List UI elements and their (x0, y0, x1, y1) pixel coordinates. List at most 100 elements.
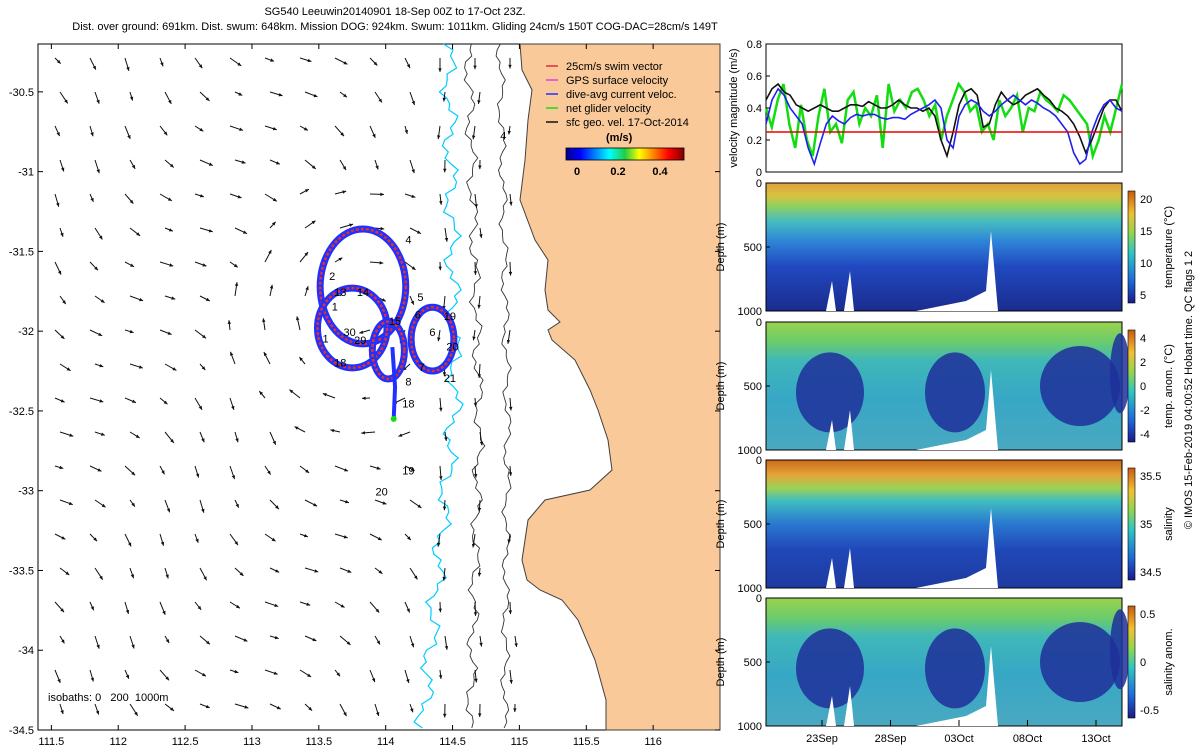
velocity-arrow (359, 329, 371, 334)
velocity-arrow (234, 431, 239, 443)
colorbar-tick-label: 4 (1140, 333, 1146, 345)
velocity-panel: 0 0.2 0.4 0.6 0.8 velocity magnitude (m/s) (728, 39, 1124, 179)
velocity-arrow (124, 465, 136, 476)
velocity-arrow (264, 125, 277, 131)
velocity-arrow (234, 159, 246, 164)
velocity-arrow (199, 363, 206, 371)
day-label: 7 (419, 362, 425, 374)
velocity-arrow (234, 703, 249, 709)
velocity-arrow (264, 465, 272, 475)
velocity-arrow (164, 499, 171, 513)
day-label: 14 (357, 287, 369, 299)
velocity-arrow (404, 125, 408, 135)
velocity-arrow (513, 703, 517, 713)
velocity-arrow (59, 635, 65, 644)
velocity-arrow (339, 223, 354, 229)
velocity-arrow (369, 192, 384, 197)
velocity-arrow (89, 669, 94, 682)
data-gap (826, 231, 998, 311)
velocity-arrow (258, 390, 266, 399)
velocity-arrow (194, 669, 207, 677)
velocity-y-tick-label: 0.8 (747, 39, 762, 51)
legend-entry: dive-avg current veloc. (546, 89, 677, 101)
day-label: 20 (376, 486, 388, 498)
velocity-y-tick-label: 0 (756, 167, 762, 179)
section-x-tick-label: 03Oct (944, 733, 973, 745)
velocity-arrow (54, 601, 65, 613)
day-label: 18 (334, 357, 346, 369)
section-colorbar (1127, 329, 1136, 443)
velocity-arrow (89, 193, 94, 202)
velocity-arrow (229, 261, 239, 268)
velocity-arrow (404, 465, 415, 471)
section-field (765, 459, 1123, 589)
velocity-arrow (129, 567, 135, 579)
velocity-arrow (443, 159, 447, 173)
velocity-arrow (409, 91, 415, 106)
anomaly-core (1110, 609, 1130, 690)
velocity-arrow (54, 329, 65, 340)
velocity-arrow (229, 669, 239, 674)
velocity-arrow (299, 465, 310, 474)
section-ylabel: Depth (m) (715, 223, 727, 272)
velocity-arrow (334, 57, 348, 65)
section-y-tick-label: 500 (744, 519, 762, 531)
velocity-arrow (299, 251, 309, 263)
velocity-arrow (124, 601, 130, 614)
velocity-arrow (269, 221, 277, 229)
day-label: 8 (405, 376, 411, 388)
colorbar-tick-label: 34.5 (1140, 567, 1161, 579)
velocity-arrow (94, 91, 100, 104)
section-colorbar (1127, 190, 1136, 304)
velocity-arrow (159, 57, 164, 67)
velocity-arrow (404, 601, 411, 613)
anomaly-core (796, 352, 864, 433)
velocity-arrow (439, 397, 443, 412)
velocity-arrow (54, 57, 62, 65)
day-label: 4 (405, 234, 411, 246)
velocity-y-tick-label: 0.4 (747, 103, 762, 115)
track-swim-loop (409, 305, 456, 373)
velocity-arrow (229, 397, 235, 411)
velocity-arrow (54, 397, 65, 403)
velocity-arrow (269, 635, 279, 640)
velocity-arrow (404, 669, 410, 684)
velocity-arrow (508, 261, 513, 276)
velocity-arrow (89, 397, 104, 403)
velocity-arrow (264, 193, 278, 202)
velocity-arrow (264, 249, 272, 263)
legend-entry: 25cm/s swim vector (546, 61, 663, 73)
velocity-arrow (124, 669, 130, 679)
velocity-arrow (54, 193, 60, 207)
velocity-arrow (472, 329, 476, 341)
velocity-arrow (509, 397, 513, 411)
section-y-tick-label: 0 (756, 593, 762, 605)
map-x-tick-label: 114 (377, 736, 395, 748)
velocity-arrow (478, 703, 482, 718)
velocity-arrow (94, 363, 104, 368)
velocity-arrow (477, 499, 482, 512)
velocity-arrow (339, 703, 347, 717)
section-colorbar (1127, 605, 1136, 719)
colorbar-tick-label: -2 (1140, 405, 1150, 417)
velocity-arrow (409, 227, 422, 235)
velocity-arrow (229, 193, 242, 199)
velocity-arrow (94, 567, 104, 580)
velocity-arrow (299, 356, 306, 365)
velocity-arrow (129, 431, 140, 439)
velocity-arrow (159, 329, 172, 335)
colorbar-tick-label: 10 (1140, 258, 1152, 270)
section-ylabel: Depth (m) (715, 500, 727, 549)
section-ylabel: Depth (m) (715, 638, 727, 687)
isobath-200m (463, 43, 486, 729)
section-ylabel: Depth (m) (715, 362, 727, 411)
colorbar-tick-label: 0.5 (1140, 609, 1155, 621)
velocity-arrow (369, 533, 383, 541)
velocity-arrow (514, 635, 518, 648)
map-y-tick-label: -31.5 (9, 246, 34, 258)
legend-label: net glider velocity (566, 103, 651, 115)
velocity-arrow (234, 282, 239, 297)
velocity-arrow (299, 125, 309, 131)
